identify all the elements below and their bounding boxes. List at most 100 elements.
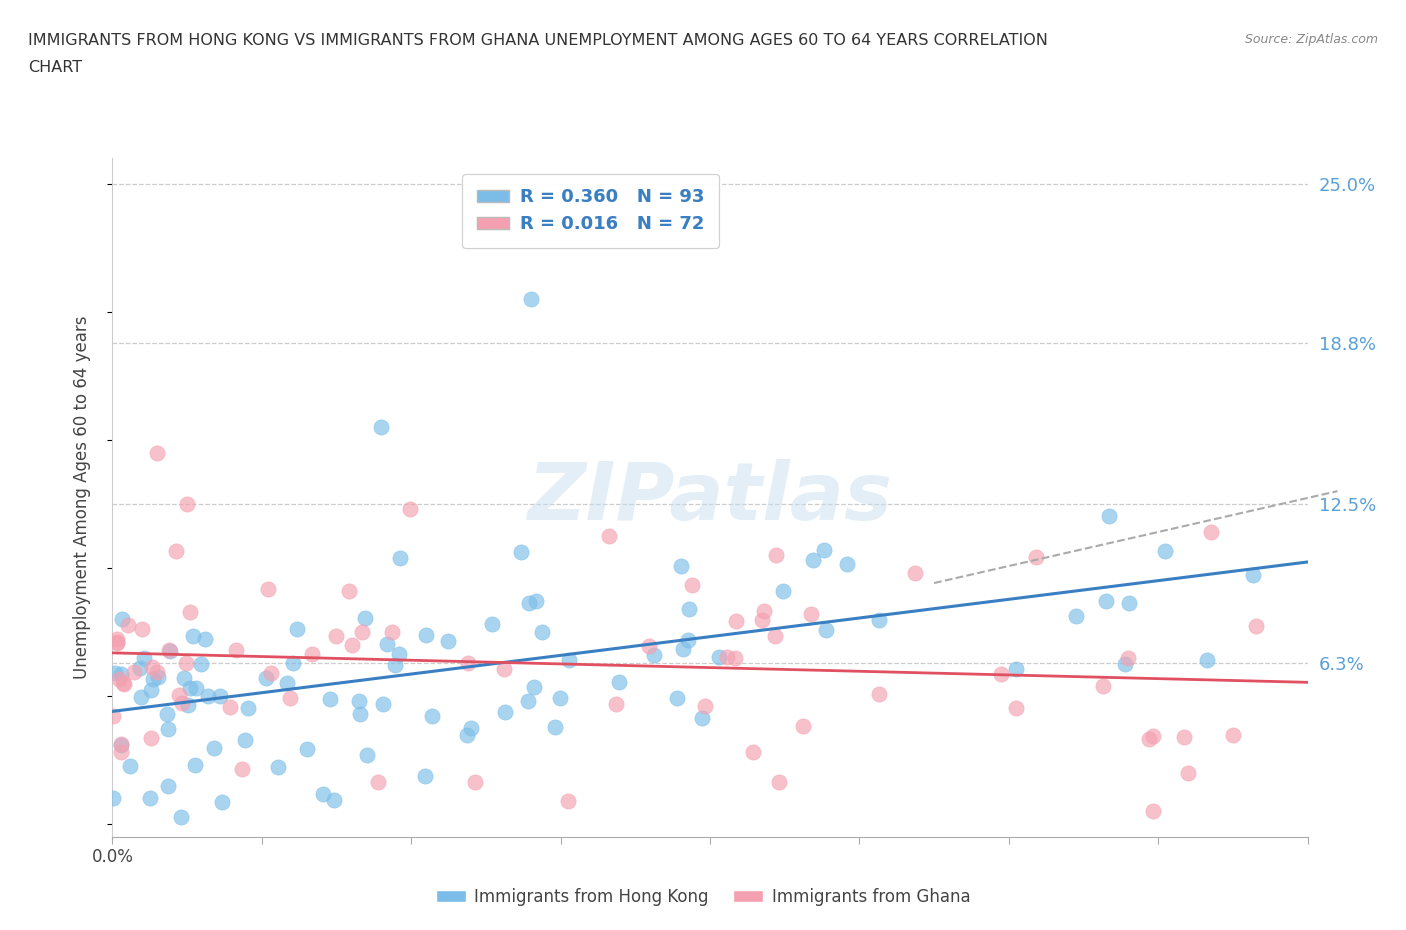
Point [129, 689, 152, 704]
Point [177, 698, 200, 712]
Point [156, 707, 179, 722]
Point [481, 617, 503, 631]
Point [295, 741, 318, 756]
Point [176, 497, 198, 512]
Point [1116, 650, 1139, 665]
Point [179, 681, 201, 696]
Point [399, 502, 422, 517]
Point [1005, 700, 1028, 715]
Point [643, 647, 665, 662]
Point [1114, 657, 1136, 671]
Point [157, 778, 180, 793]
Text: ZIPatlas: ZIPatlas [527, 458, 893, 537]
Point [356, 748, 378, 763]
Point [110, 744, 132, 759]
Point [672, 642, 695, 657]
Point [1025, 550, 1047, 565]
Point [676, 632, 699, 647]
Point [557, 794, 579, 809]
Point [637, 638, 659, 653]
Point [1177, 765, 1199, 780]
Point [1154, 544, 1177, 559]
Point [231, 762, 253, 777]
Point [319, 692, 342, 707]
Point [170, 809, 193, 824]
Point [350, 625, 373, 640]
Point [531, 625, 554, 640]
Point [869, 613, 891, 628]
Point [267, 760, 290, 775]
Point [233, 732, 256, 747]
Point [283, 656, 305, 671]
Point [1091, 679, 1114, 694]
Point [1241, 568, 1264, 583]
Point [690, 711, 713, 725]
Point [219, 700, 242, 715]
Point [104, 666, 127, 681]
Point [422, 709, 444, 724]
Point [1137, 731, 1160, 746]
Point [325, 629, 347, 644]
Point [105, 631, 128, 646]
Point [142, 671, 165, 686]
Point [1142, 728, 1164, 743]
Point [370, 419, 392, 434]
Point [105, 635, 128, 650]
Point [1118, 596, 1140, 611]
Point [101, 709, 124, 724]
Point [110, 737, 132, 752]
Point [1142, 804, 1164, 818]
Point [1244, 618, 1267, 633]
Point [494, 705, 516, 720]
Point [772, 584, 794, 599]
Point [340, 638, 363, 653]
Point [225, 643, 247, 658]
Point [765, 548, 787, 563]
Point [354, 611, 377, 626]
Text: 0.0%: 0.0% [91, 848, 134, 866]
Point [111, 611, 134, 626]
Point [1222, 727, 1244, 742]
Point [609, 674, 631, 689]
Point [436, 633, 458, 648]
Point [254, 671, 277, 685]
Point [1173, 730, 1195, 745]
Point [159, 644, 181, 658]
Point [110, 737, 132, 751]
Point [669, 558, 692, 573]
Point [835, 556, 858, 571]
Text: CHART: CHART [28, 60, 82, 75]
Point [141, 659, 163, 674]
Point [990, 667, 1012, 682]
Point [494, 661, 516, 676]
Point [110, 667, 132, 682]
Point [381, 625, 404, 640]
Legend: R = 0.360   N = 93, R = 0.016   N = 72: R = 0.360 N = 93, R = 0.016 N = 72 [463, 174, 718, 247]
Point [260, 665, 283, 680]
Point [278, 690, 301, 705]
Point [464, 775, 486, 790]
Text: Source: ZipAtlas.com: Source: ZipAtlas.com [1244, 33, 1378, 46]
Point [141, 731, 163, 746]
Point [105, 634, 128, 649]
Point [413, 768, 436, 783]
Point [741, 745, 763, 760]
Point [375, 636, 398, 651]
Point [509, 545, 531, 560]
Point [139, 790, 162, 805]
Point [678, 602, 700, 617]
Point [801, 552, 824, 567]
Point [194, 631, 217, 646]
Point [108, 671, 131, 686]
Point [457, 656, 479, 671]
Point [128, 660, 150, 675]
Point [349, 694, 371, 709]
Point [723, 651, 745, 666]
Point [904, 565, 927, 580]
Point [523, 680, 546, 695]
Point [517, 694, 540, 709]
Point [157, 643, 180, 658]
Point [868, 686, 890, 701]
Point [112, 676, 135, 691]
Point [197, 689, 219, 704]
